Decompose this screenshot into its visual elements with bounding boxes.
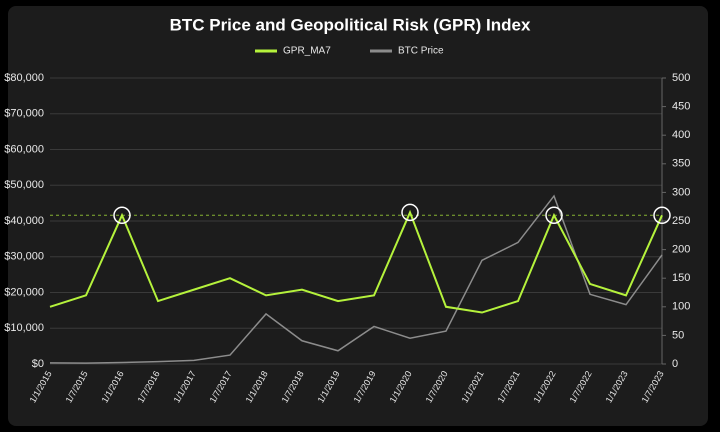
y-tick-label: $20,000 xyxy=(4,286,44,298)
highlight-circle xyxy=(401,203,419,222)
y-tick-label: $0 xyxy=(32,358,44,370)
highlight-circle xyxy=(653,206,671,225)
y2-tick-label: 300 xyxy=(672,186,690,198)
y2-tick-label: 200 xyxy=(672,244,690,256)
y-tick-label: $70,000 xyxy=(4,108,44,120)
y2-tick-label: 150 xyxy=(672,272,690,284)
y2-tick-label: 50 xyxy=(672,329,684,341)
series-line xyxy=(49,194,663,364)
chart-background xyxy=(8,6,708,426)
y2-tick-label: 400 xyxy=(672,129,690,141)
series-line xyxy=(49,209,663,314)
y2-tick-label: 0 xyxy=(672,358,678,370)
y-tick-label: $50,000 xyxy=(4,179,44,191)
highlight-circle xyxy=(545,206,563,225)
y2-tick-label: 100 xyxy=(672,301,690,313)
legend-label: BTC Price xyxy=(398,46,444,57)
highlight-circle xyxy=(113,206,131,225)
y-tick-label: $40,000 xyxy=(4,215,44,227)
y-tick-label: $10,000 xyxy=(4,322,44,334)
y2-tick-label: 250 xyxy=(672,215,690,227)
y2-tick-label: 350 xyxy=(672,158,690,170)
y-tick-label: $30,000 xyxy=(4,251,44,263)
y2-tick-label: 450 xyxy=(672,101,690,113)
y-tick-label: $80,000 xyxy=(4,72,44,84)
y-tick-label: $60,000 xyxy=(4,143,44,155)
chart-title: BTC Price and Geopolitical Risk (GPR) In… xyxy=(170,15,531,34)
legend-label: GPR_MA7 xyxy=(283,46,331,57)
y2-tick-label: 500 xyxy=(672,72,690,84)
